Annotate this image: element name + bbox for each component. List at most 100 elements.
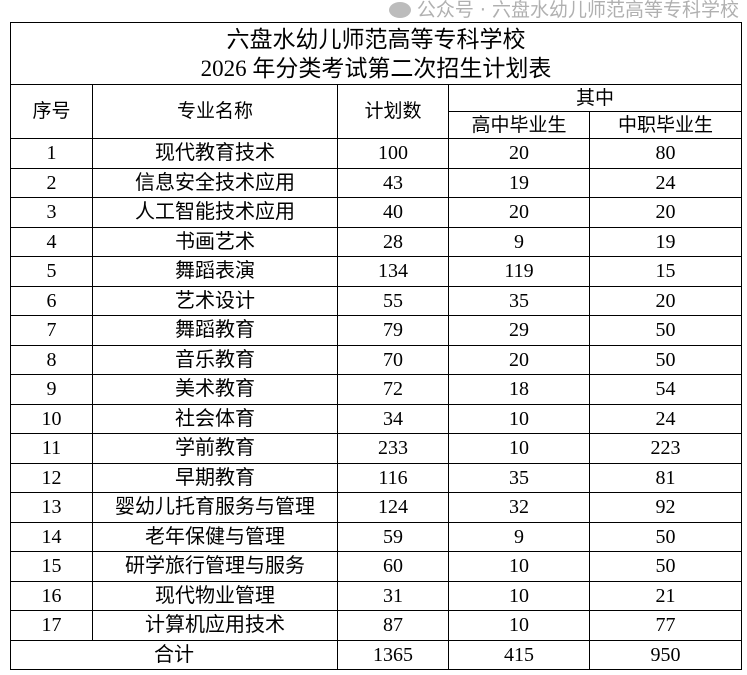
row-major: 婴幼儿托育服务与管理 [92, 492, 338, 523]
row-index: 13 [10, 492, 93, 523]
row-high-school: 10 [448, 610, 590, 641]
row-plan: 55 [337, 285, 449, 316]
row-index: 6 [10, 285, 93, 316]
row-vocational: 77 [588, 610, 743, 641]
row-plan: 72 [337, 374, 449, 405]
table-row: 16 现代物业管理 31 10 21 [10, 580, 743, 611]
header-plan: 计划数 [337, 84, 449, 139]
row-vocational: 19 [588, 226, 743, 257]
row-index: 7 [10, 315, 93, 346]
row-plan: 60 [337, 551, 449, 582]
row-major: 老年保健与管理 [92, 521, 338, 552]
row-high-school: 32 [448, 492, 590, 523]
row-vocational: 50 [588, 315, 743, 346]
row-vocational: 81 [588, 462, 743, 493]
row-major: 音乐教育 [92, 344, 338, 375]
enrollment-plan-table: 六盘水幼儿师范高等专科学校 2026 年分类考试第二次招生计划表 序号 专业名称… [9, 22, 743, 670]
row-major: 计算机应用技术 [92, 610, 338, 641]
row-vocational: 15 [588, 256, 743, 287]
row-plan: 34 [337, 403, 449, 434]
row-major: 美术教育 [92, 374, 338, 405]
row-plan: 79 [337, 315, 449, 346]
row-index: 5 [10, 256, 93, 287]
table-row: 5 舞蹈表演 134 119 15 [10, 256, 743, 287]
row-plan: 43 [337, 167, 449, 198]
watermark-text: 公众号 · 六盘水幼儿师范高等专科学校 [416, 0, 739, 21]
row-high-school: 20 [448, 344, 590, 375]
table-row: 3 人工智能技术应用 40 20 20 [10, 197, 743, 228]
row-vocational: 80 [588, 138, 743, 169]
header-index: 序号 [10, 84, 93, 139]
row-high-school: 10 [448, 580, 590, 611]
total-plan: 1365 [337, 639, 449, 670]
table-row: 4 书画艺术 28 9 19 [10, 226, 743, 257]
row-plan: 124 [337, 492, 449, 523]
table-row: 14 老年保健与管理 59 9 50 [10, 521, 743, 552]
row-high-school: 10 [448, 551, 590, 582]
row-index: 1 [10, 138, 93, 169]
table-row: 11 学前教育 233 10 223 [10, 433, 743, 464]
table-row: 8 音乐教育 70 20 50 [10, 344, 743, 375]
row-major: 人工智能技术应用 [92, 197, 338, 228]
row-vocational: 50 [588, 551, 743, 582]
row-major: 社会体育 [92, 403, 338, 434]
row-high-school: 35 [448, 285, 590, 316]
header-high-school: 高中毕业生 [448, 111, 590, 139]
total-vocational: 950 [588, 639, 743, 670]
row-vocational: 21 [588, 580, 743, 611]
row-vocational: 20 [588, 197, 743, 228]
row-major: 学前教育 [92, 433, 338, 464]
row-index: 15 [10, 551, 93, 582]
table-title: 六盘水幼儿师范高等专科学校 2026 年分类考试第二次招生计划表 [9, 22, 743, 85]
row-high-school: 20 [448, 138, 590, 169]
header-vocational: 中职毕业生 [588, 111, 743, 139]
header-major: 专业名称 [92, 84, 338, 139]
row-major: 艺术设计 [92, 285, 338, 316]
row-index: 4 [10, 226, 93, 257]
table-row: 6 艺术设计 55 35 20 [10, 285, 743, 316]
wechat-icon [388, 2, 411, 18]
subheader-row: 高中毕业生 中职毕业生 [11, 111, 743, 139]
row-vocational: 50 [588, 521, 743, 552]
row-high-school: 19 [448, 167, 590, 198]
row-major: 现代教育技术 [92, 138, 338, 169]
row-index: 10 [10, 403, 93, 434]
table-row: 13 婴幼儿托育服务与管理 124 32 92 [10, 492, 743, 523]
table-row: 2 信息安全技术应用 43 19 24 [10, 167, 743, 198]
row-index: 8 [10, 344, 93, 375]
title-row: 六盘水幼儿师范高等专科学校 2026 年分类考试第二次招生计划表 [9, 22, 743, 85]
row-plan: 59 [337, 521, 449, 552]
row-high-school: 18 [448, 374, 590, 405]
row-plan: 116 [337, 462, 449, 493]
row-vocational: 54 [588, 374, 743, 405]
row-plan: 70 [337, 344, 449, 375]
row-plan: 40 [337, 197, 449, 228]
table-row: 7 舞蹈教育 79 29 50 [10, 315, 743, 346]
row-high-school: 119 [448, 256, 590, 287]
row-major: 研学旅行管理与服务 [92, 551, 338, 582]
row-plan: 87 [337, 610, 449, 641]
row-index: 12 [10, 462, 93, 493]
row-index: 3 [10, 197, 93, 228]
row-major: 现代物业管理 [92, 580, 338, 611]
row-high-school: 9 [448, 521, 590, 552]
row-major: 舞蹈表演 [92, 256, 338, 287]
row-high-school: 9 [448, 226, 590, 257]
row-high-school: 10 [448, 433, 590, 464]
table-row: 10 社会体育 34 10 24 [10, 403, 743, 434]
table-row: 9 美术教育 72 18 54 [10, 374, 743, 405]
total-row: 合计 1365 415 950 [10, 639, 743, 670]
row-major: 书画艺术 [92, 226, 338, 257]
row-high-school: 29 [448, 315, 590, 346]
row-plan: 100 [337, 138, 449, 169]
table-row: 12 早期教育 116 35 81 [10, 462, 743, 493]
table-row: 17 计算机应用技术 87 10 77 [10, 610, 743, 641]
row-vocational: 24 [588, 403, 743, 434]
title-line-2: 2026 年分类考试第二次招生计划表 [200, 55, 552, 81]
row-major: 舞蹈教育 [92, 315, 338, 346]
row-vocational: 92 [588, 492, 743, 523]
table-row: 15 研学旅行管理与服务 60 10 50 [10, 551, 743, 582]
row-high-school: 10 [448, 403, 590, 434]
row-major: 早期教育 [92, 462, 338, 493]
header-row: 序号 专业名称 计划数 其中 [10, 84, 743, 139]
